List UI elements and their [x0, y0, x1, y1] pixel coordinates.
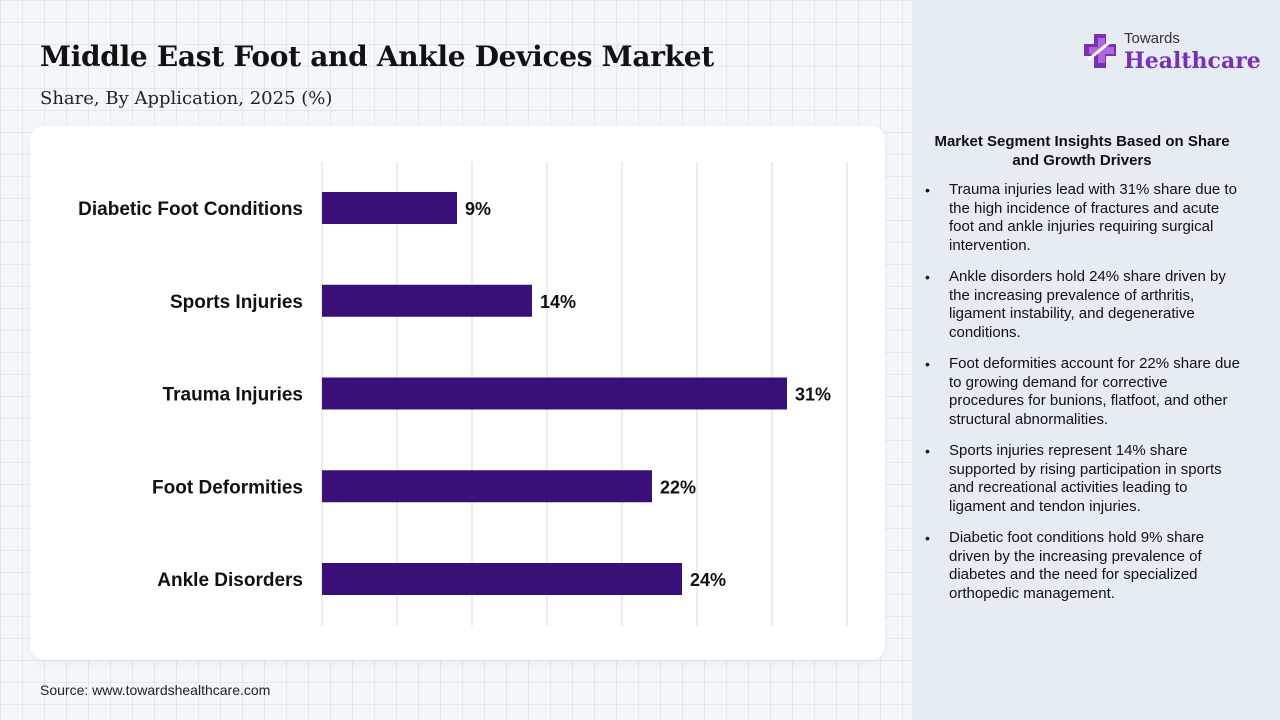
page-subtitle: Share, By Application, 2025 (%): [40, 88, 333, 109]
source-note: Source: www.towardshealthcare.com: [40, 682, 271, 698]
insight-item: Diabetic foot conditions hold 9% share d…: [925, 529, 1245, 603]
category-label: Ankle Disorders: [157, 570, 303, 591]
value-label: 31%: [795, 385, 831, 405]
insight-item: Sports injuries represent 14% share supp…: [925, 442, 1245, 516]
logo-text-top: Towards: [1124, 30, 1180, 47]
bar: [322, 470, 652, 503]
medical-cross-icon: [1084, 34, 1116, 68]
value-label: 14%: [540, 292, 576, 312]
category-label: Diabetic Foot Conditions: [78, 199, 303, 220]
chart-card: Diabetic Foot Conditions 9% Sports Injurie…: [30, 126, 885, 660]
category-label: Foot Deformities: [152, 477, 303, 498]
value-label: 9%: [465, 199, 491, 219]
value-label: 24%: [690, 570, 726, 590]
insights-list: Trauma injuries lead with 31% share due …: [925, 181, 1245, 616]
insights-title: Market Segment Insights Based on Share a…: [934, 133, 1230, 169]
bar: [322, 192, 457, 224]
bar-chart: Diabetic Foot Conditions 9% Sports Injurie…: [78, 162, 848, 626]
bar: [322, 377, 787, 410]
insight-item: Foot deformities account for 22% share d…: [925, 355, 1245, 429]
category-label: Trauma Injuries: [163, 385, 303, 406]
insight-item: Ankle disorders hold 24% share driven by…: [925, 268, 1245, 342]
page-title: Middle East Foot and Ankle Devices Marke…: [40, 40, 714, 73]
brand-logo: Towards Healthcare: [1080, 28, 1261, 78]
bar: [322, 563, 682, 595]
bar: [322, 284, 532, 317]
insight-item: Trauma injuries lead with 31% share due …: [925, 181, 1245, 255]
logo-text-main: Healthcare: [1124, 48, 1261, 74]
category-label: Sports Injuries: [170, 292, 303, 313]
value-label: 22%: [660, 477, 696, 497]
